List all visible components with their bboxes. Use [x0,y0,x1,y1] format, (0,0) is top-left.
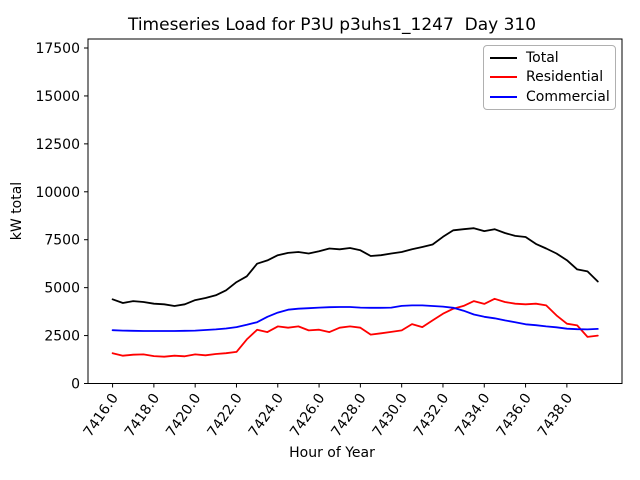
y-tick-label: 0 [71,377,80,393]
x-tick-label: 7426.0 [287,391,328,440]
y-tick-label: 12500 [35,137,80,153]
legend-line-residential [490,76,517,79]
legend-line-total [490,56,517,59]
y-axis-label: kW total [9,181,25,241]
legend: Total Residential Commercial [483,45,616,110]
x-tick-label: 7424.0 [246,391,287,440]
x-tick-label: 7430.0 [370,391,411,440]
x-tick-label: 7416.0 [81,391,122,440]
x-tick-label: 7428.0 [328,391,369,440]
x-tick-label: 7434.0 [452,391,493,440]
x-tick-label: 7432.0 [411,391,452,440]
y-tick-label: 2500 [44,329,80,345]
x-tick-label: 7436.0 [494,391,535,440]
line-residential [111,297,599,358]
y-tick-label: 7500 [44,233,80,249]
legend-entry-total: Total [490,51,609,65]
legend-label-total: Total [526,49,559,66]
y-tick-label: 5000 [44,281,80,297]
y-tick-label: 15000 [35,89,80,105]
x-tick-label: 7418.0 [122,391,163,440]
x-axis-label: Hour of Year [289,445,375,461]
legend-entry-residential: Residential [490,70,609,84]
line-total [111,227,599,307]
legend-entry-commercial: Commercial [490,89,610,106]
legend-label-commercial: Commercial [526,89,610,106]
legend-label-residential: Residential [526,69,604,86]
x-tick-label: 7438.0 [535,391,576,440]
y-tick-label: 10000 [35,185,80,201]
x-tick-label: 7422.0 [205,391,246,440]
chart-title: Timeseries Load for P3U p3uhs1_1247 Day … [127,15,537,35]
legend-line-commercial [490,96,517,99]
x-tick-label: 7420.0 [163,391,204,440]
y-tick-label: 17500 [35,41,80,57]
axes-border [87,38,623,384]
line-commercial [111,304,599,332]
